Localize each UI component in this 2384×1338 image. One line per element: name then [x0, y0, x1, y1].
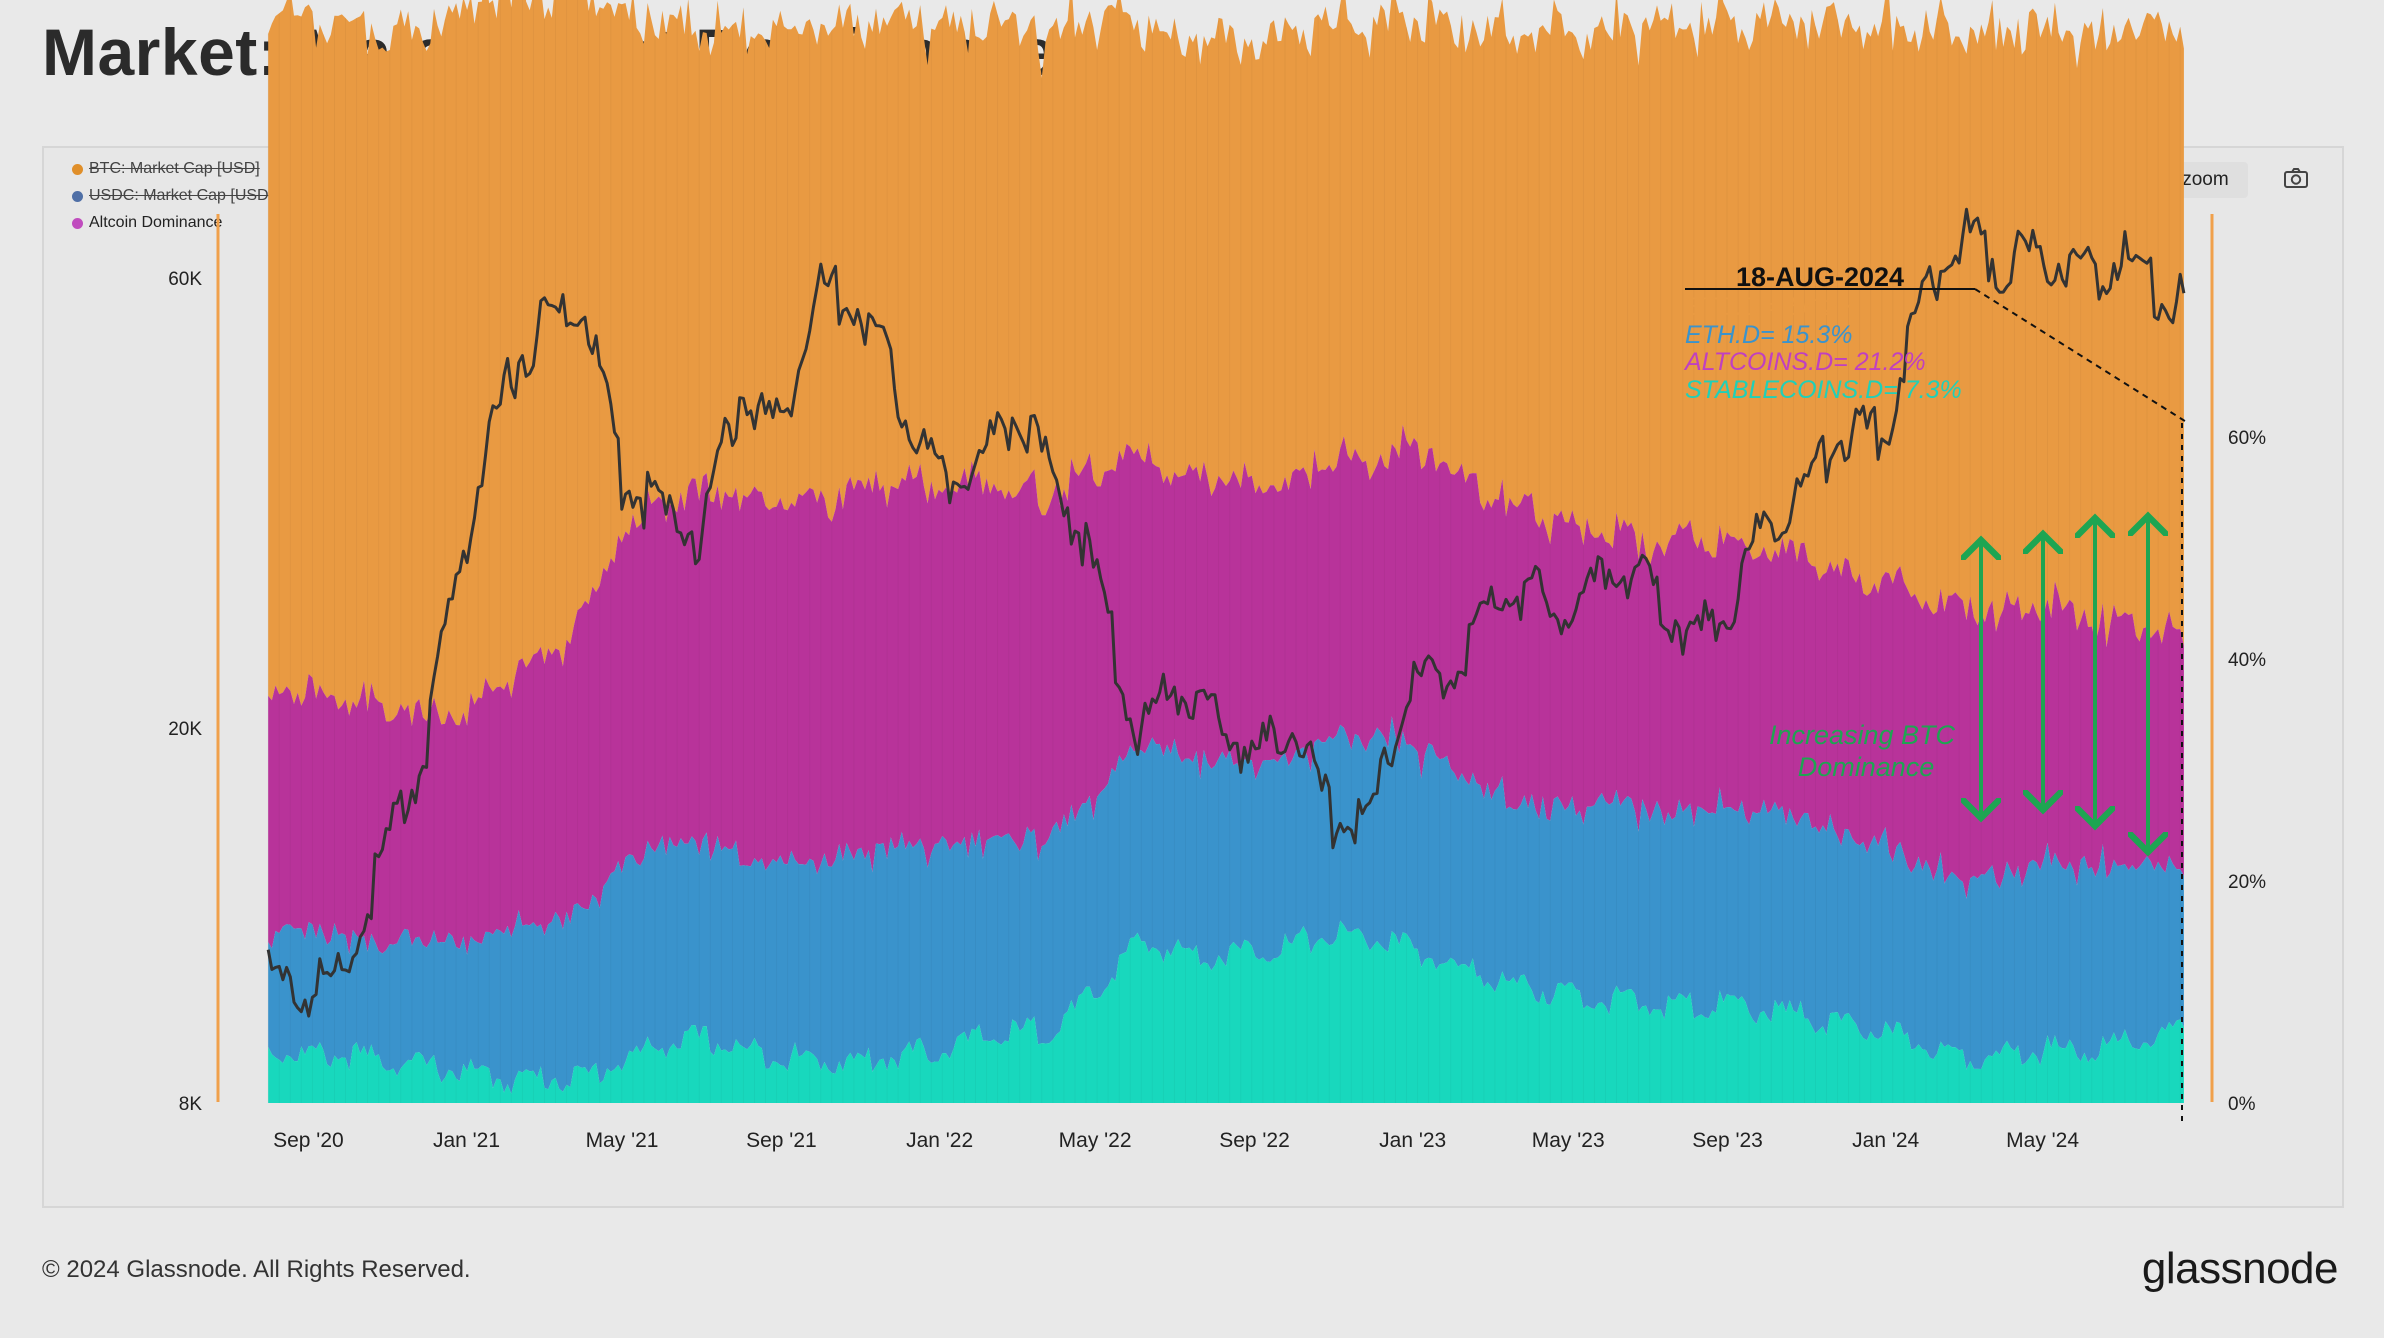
- annotation-date: 18-AUG-2024: [1736, 262, 1904, 292]
- legend-item[interactable]: USDC: Market Cap [USD]: [72, 187, 273, 205]
- y-right-tick-label: 20%: [2228, 872, 2266, 893]
- x-tick-label: Jan '21: [433, 1129, 500, 1152]
- area-ethereum-dominance: [268, 716, 2184, 1094]
- annotation-eth-dominance: ETH.D= 15.3%: [1685, 321, 1852, 349]
- legend-item[interactable]: Altcoin Dominance: [72, 214, 222, 232]
- legend-marker-icon: [72, 190, 83, 202]
- legend-label: USDC: Market Cap [USD]: [89, 187, 274, 204]
- x-tick-label: May '23: [1532, 1129, 1605, 1152]
- btc-price-line: [266, 207, 2186, 1018]
- y-right-tick-label: 40%: [2228, 650, 2266, 671]
- area-stablecoin-dominance: [268, 920, 2184, 1103]
- x-tick-label: May '21: [586, 1129, 659, 1152]
- footer-copyright: © 2024 Glassnode. All Rights Reserved.: [42, 1256, 471, 1283]
- y-left-tick-label: 20K: [168, 719, 202, 740]
- area-altcoin-dominance: [268, 424, 2184, 955]
- trend-label-line1: Increasing BTC: [1769, 720, 1956, 750]
- y-left-tick-label: 8K: [179, 1094, 203, 1115]
- annotation-pointer-line: [1974, 288, 2189, 424]
- x-tick-label: Sep '20: [273, 1129, 344, 1152]
- y-left-tick-label: 60K: [168, 269, 202, 290]
- x-tick-label: Jan '24: [1852, 1129, 1919, 1152]
- area-bitcoin-dominance: [268, 0, 2184, 727]
- annotation-btc-dominance: BTC.D = 56.2%: [1685, 293, 1859, 321]
- legend-item[interactable]: BTC: Market Cap [USD]: [72, 160, 260, 178]
- legend-marker-icon: [72, 217, 83, 229]
- footer-logo: glassnode: [2141, 1244, 2339, 1293]
- legend-marker-icon: [72, 163, 83, 175]
- legend-label: BTC: Market Cap [USD]: [89, 160, 260, 177]
- y-right-tick-label: 0%: [2228, 1094, 2256, 1115]
- x-tick-label: May '24: [2006, 1129, 2079, 1152]
- camera-icon[interactable]: [2282, 164, 2310, 192]
- x-tick-label: Jan '22: [906, 1129, 973, 1152]
- x-tick-label: Sep '21: [746, 1129, 817, 1152]
- legend-label: Altcoin Dominance: [89, 214, 223, 231]
- x-tick-label: May '22: [1059, 1129, 1132, 1152]
- y-right-tick-label: 60%: [2228, 428, 2266, 449]
- x-tick-label: Jan '23: [1379, 1129, 1446, 1152]
- annotation-stablecoin-dominance: STABLECOINS.D= 7.3%: [1685, 376, 1962, 404]
- trend-label-line2: Dominance: [1798, 752, 1935, 782]
- x-tick-label: Sep '23: [1692, 1129, 1763, 1152]
- x-tick-label: Sep '22: [1219, 1129, 1290, 1152]
- annotation-altcoin-dominance: ALTCOINS.D= 21.2%: [1683, 348, 1926, 376]
